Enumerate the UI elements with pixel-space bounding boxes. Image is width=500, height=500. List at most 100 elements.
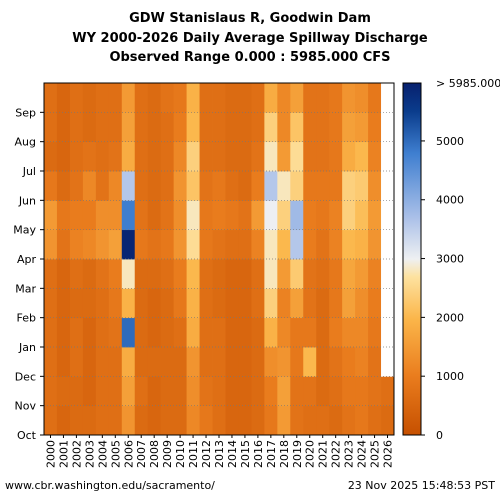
heatmap-cell	[238, 347, 252, 377]
heatmap-cell	[264, 171, 278, 201]
heatmap-cell	[329, 288, 343, 319]
heatmap-cell	[121, 405, 136, 436]
heatmap-cell	[173, 200, 187, 231]
heatmap-cell	[173, 259, 187, 289]
heatmap-cell	[342, 83, 356, 113]
heatmap-cell	[264, 259, 278, 289]
heatmap-cell	[173, 347, 187, 377]
x-tick-label: 2003	[83, 440, 96, 468]
heatmap-cell	[121, 317, 136, 348]
heatmap-cell	[290, 83, 304, 113]
heatmap-cell	[238, 229, 252, 260]
heatmap-cell	[95, 376, 110, 407]
x-tick-label: 2004	[96, 440, 109, 468]
heatmap-cell	[95, 83, 110, 113]
heatmap-cell	[160, 141, 175, 172]
heatmap-cell	[251, 141, 265, 172]
heatmap-cell	[251, 347, 265, 377]
source-url[interactable]: www.cbr.washington.edu/sacramento/	[5, 479, 215, 492]
heatmap-cell	[199, 376, 213, 407]
heatmap-cell	[160, 317, 175, 348]
heatmap-cell	[95, 112, 110, 143]
x-tick-label: 2016	[252, 440, 265, 468]
heatmap-cell	[173, 141, 187, 172]
heatmap-cell	[134, 229, 149, 260]
heatmap-cell	[368, 376, 382, 407]
x-tick-label: 2011	[187, 440, 200, 468]
x-tick-label: 2021	[317, 440, 330, 468]
heatmap-cell	[238, 83, 252, 113]
heatmap-cell	[147, 347, 162, 377]
heatmap-cell	[381, 288, 395, 319]
chart-title-line-1: GDW Stanislaus R, Goodwin Dam	[129, 11, 371, 26]
heatmap-cell	[108, 288, 123, 319]
x-tick-label: 2019	[291, 440, 304, 468]
heatmap-cell	[199, 259, 213, 289]
heatmap-cell	[251, 83, 265, 113]
y-tick-label: Sep	[15, 106, 36, 119]
heatmap-cell	[212, 347, 226, 377]
heatmap-cell	[108, 317, 123, 348]
heatmap-cell	[186, 200, 200, 231]
heatmap-cell	[355, 141, 369, 172]
heatmap-cell	[225, 405, 239, 436]
heatmap-cell	[69, 405, 84, 436]
heatmap-cell	[147, 229, 162, 260]
heatmap-cell	[329, 317, 343, 348]
heatmap-cell	[82, 200, 97, 231]
heatmap-cell	[44, 405, 58, 436]
heatmap-cell	[212, 376, 226, 407]
heatmap-cell	[121, 288, 136, 319]
heatmap-cell	[264, 347, 278, 377]
heatmap-cell	[108, 83, 123, 113]
heatmap-cell	[342, 200, 356, 231]
heatmap-cell	[368, 288, 382, 319]
heatmap-cell	[303, 347, 317, 377]
x-tick-label: 2025	[369, 440, 382, 468]
heatmap-cell	[95, 347, 110, 377]
heatmap-cell	[355, 112, 369, 143]
x-tick-label: 2026	[382, 440, 395, 468]
x-tick-label: 2014	[226, 440, 239, 468]
heatmap-cell	[355, 405, 369, 436]
heatmap-cell	[316, 288, 330, 319]
heatmap-cell	[251, 288, 265, 319]
heatmap-cell	[238, 317, 252, 348]
heatmap-cell	[121, 112, 136, 143]
heatmap-cell	[212, 229, 226, 260]
heatmap-cell	[134, 317, 149, 348]
x-tick-label: 2007	[135, 440, 148, 468]
heatmap-cell	[303, 229, 317, 260]
x-tick-label: 2000	[44, 440, 57, 468]
heatmap-cell	[316, 83, 330, 113]
heatmap-cell	[95, 288, 110, 319]
heatmap-cell	[264, 141, 278, 172]
colorbar	[402, 82, 422, 436]
heatmap-cell	[212, 112, 226, 143]
heatmap-cell	[355, 171, 369, 201]
heatmap-cell	[173, 288, 187, 319]
heatmap-cell	[121, 229, 136, 260]
heatmap-cell	[290, 171, 304, 201]
heatmap-cell	[147, 288, 162, 319]
x-tick-label: 2008	[148, 440, 161, 468]
heatmap-cell	[199, 171, 213, 201]
heatmap-cell	[329, 259, 343, 289]
colorbar-tick-label: 5000	[436, 135, 464, 148]
heatmap-cell	[342, 259, 356, 289]
heatmap-cell	[95, 317, 110, 348]
heatmap-cell	[108, 405, 123, 436]
heatmap-cell	[381, 112, 395, 143]
heatmap-cell	[160, 376, 175, 407]
heatmap-cell	[199, 141, 213, 172]
heatmap-cell	[225, 259, 239, 289]
heatmap-cell	[303, 200, 317, 231]
heatmap-cell	[69, 259, 84, 289]
heatmap-cell	[368, 112, 382, 143]
heatmap-cell	[56, 83, 71, 113]
x-tick-label: 2024	[356, 440, 369, 468]
heatmap-cell	[134, 83, 149, 113]
heatmap-cell	[329, 171, 343, 201]
heatmap-cell	[381, 141, 395, 172]
